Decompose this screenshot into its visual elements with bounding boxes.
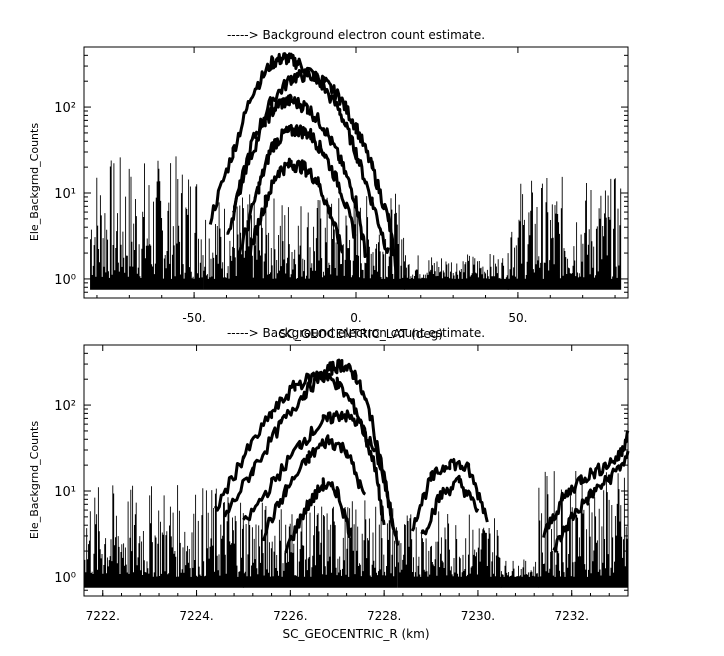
bottom-x-tick-label-5: 7232. <box>555 609 589 623</box>
bottom-chart-title: -----> Background electron count estimat… <box>227 326 485 340</box>
top-noise-band-2 <box>404 253 509 290</box>
bottom-panel: -----> Background electron count estimat… <box>28 326 630 641</box>
top-x-axis-label: SC_GEOCENTRIC_LAT (deg) <box>279 327 443 341</box>
bottom-noise-band-1 <box>242 499 398 588</box>
bottom-x-tick-label-1: 7224. <box>179 609 213 623</box>
bottom-series-line-5 <box>410 458 489 532</box>
top-series-line-3 <box>237 123 357 256</box>
bottom-series-line-6 <box>420 474 480 536</box>
top-x-tick-label-1: 0. <box>350 311 361 325</box>
bottom-x-tick-label-3: 7228. <box>367 609 401 623</box>
bottom-series-line-4 <box>284 477 353 554</box>
top-series-line-4 <box>247 157 344 259</box>
top-noise-layer <box>90 156 622 290</box>
top-y-axis-label: Ele_Backgrnd_Counts <box>28 123 41 241</box>
bottom-noise-band-3 <box>500 559 539 588</box>
top-curves-layer <box>208 52 400 279</box>
top-chart-title: -----> Background electron count estimat… <box>227 28 485 42</box>
top-y-tick-label-1: 10¹ <box>54 187 76 202</box>
bottom-series-line-7 <box>542 430 630 538</box>
top-noise-band-0 <box>90 156 204 290</box>
bottom-y-tick-label-0: 10⁰ <box>54 571 76 586</box>
bottom-series-line-3 <box>261 434 367 542</box>
top-series-line-0 <box>208 52 390 254</box>
bottom-x-tick-label-2: 7226. <box>273 609 307 623</box>
top-noise-band-1 <box>203 193 405 290</box>
top-y-tick-label-0: 10⁰ <box>54 273 76 288</box>
top-y-ticks: 10⁰ 10¹ 10² <box>54 46 628 299</box>
top-x-ticks: -50. 0. 50. <box>96 47 616 325</box>
top-x-tick-label-0: -50. <box>182 311 205 325</box>
bottom-y-ticks: 10⁰ 10¹ 10² <box>54 344 628 597</box>
bottom-noise-band-2 <box>397 511 502 588</box>
top-y-tick-label-2: 10² <box>54 101 76 116</box>
bottom-y-tick-label-2: 10² <box>54 399 76 414</box>
bottom-curves-layer <box>213 358 630 554</box>
bottom-series-line-1 <box>213 370 386 526</box>
top-series-line-2 <box>226 93 368 258</box>
bottom-x-tick-label-4: 7230. <box>461 609 495 623</box>
top-panel: -----> Background electron count estimat… <box>28 28 629 341</box>
bottom-noise-layer <box>83 471 629 588</box>
bottom-series-line-2 <box>242 409 395 530</box>
top-x-tick-label-2: 50. <box>508 311 527 325</box>
bottom-y-axis-label: Ele_Backgrnd_Counts <box>28 421 41 539</box>
bottom-x-tick-label-0: 7222. <box>86 609 120 623</box>
bottom-x-ticks: 7222. 7224. 7226. 7228. 7230. 7232. <box>83 345 629 623</box>
bottom-plot-frame <box>83 344 629 597</box>
bottom-noise-band-4 <box>538 471 629 588</box>
bottom-series-line-8 <box>552 450 630 553</box>
bottom-x-axis-label: SC_GEOCENTRIC_R (km) <box>283 627 430 641</box>
bottom-series-line-0 <box>223 358 400 547</box>
top-noise-band-3 <box>507 176 622 290</box>
bottom-y-tick-label-1: 10¹ <box>54 485 76 500</box>
